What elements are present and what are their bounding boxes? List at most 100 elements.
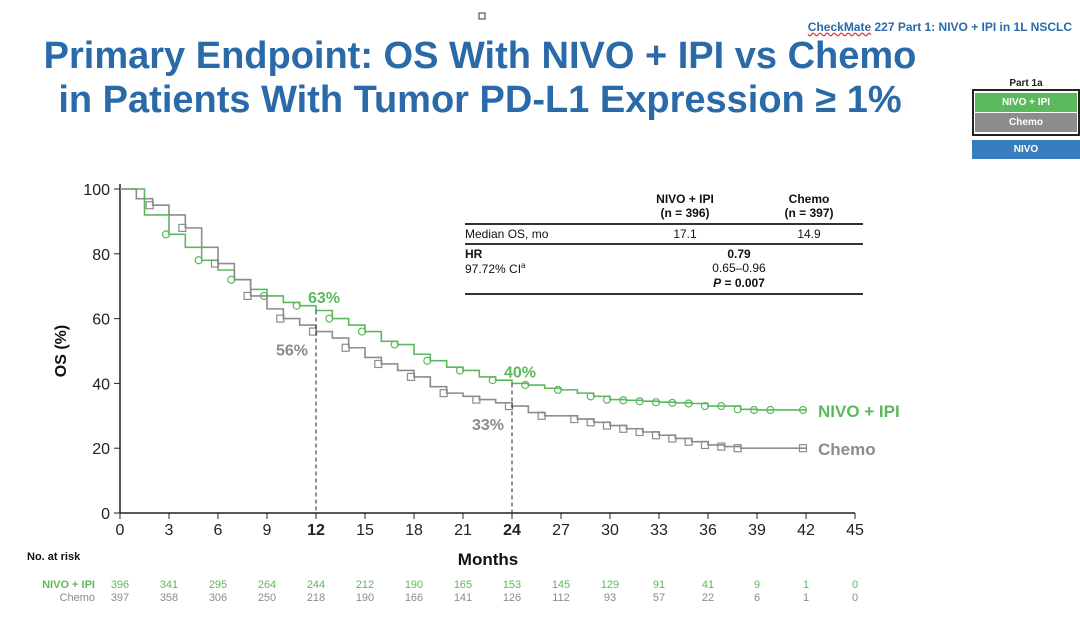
at-risk-value: 341 xyxy=(160,579,178,591)
censor-mark xyxy=(406,372,416,382)
at-risk-value: 190 xyxy=(356,592,374,604)
part-legend-title: Part 1a xyxy=(1009,78,1043,89)
y-axis-title: OS (%) xyxy=(53,325,70,377)
page-title: Primary Endpoint: OS With NIVO + IPI vs … xyxy=(0,34,960,122)
censor-mark xyxy=(602,395,612,404)
at-risk-value: 129 xyxy=(601,579,619,591)
censor-mark xyxy=(635,427,644,437)
x-tick-label: 27 xyxy=(552,522,570,539)
censor-mark xyxy=(210,259,220,268)
x-tick-label: 3 xyxy=(165,522,174,539)
ci-label: 97.72% CI xyxy=(465,262,522,276)
censor-mark xyxy=(668,398,677,407)
at-risk-value: 57 xyxy=(653,592,665,604)
censor-mark xyxy=(651,398,661,407)
censor-mark xyxy=(178,223,187,232)
censor-mark xyxy=(602,421,612,430)
censor-mark xyxy=(684,399,693,408)
censor-mark xyxy=(390,340,399,349)
y-tick-label: 60 xyxy=(92,312,110,329)
censor-mark xyxy=(635,397,644,406)
annotation: 56% xyxy=(276,343,308,360)
censor-mark xyxy=(194,256,203,265)
y-tick-label: 100 xyxy=(83,182,110,199)
at-risk-value: 9 xyxy=(754,579,760,591)
at-risk-value: 22 xyxy=(702,592,714,604)
study-label: CheckMate 227 Part 1: NIVO + IPI in 1L N… xyxy=(808,20,1072,34)
at-risk-value: 0 xyxy=(852,579,858,591)
censor-mark xyxy=(700,401,710,411)
censor-mark xyxy=(553,385,563,394)
title-line-2: in Patients With Tumor PD-L1 Expression … xyxy=(58,79,902,121)
hr-value: 0.79 xyxy=(727,247,751,261)
p-value: = 0.007 xyxy=(721,276,765,290)
at-risk-value: 306 xyxy=(209,592,227,604)
censor-mark xyxy=(586,392,595,401)
at-risk-value: 1 xyxy=(803,592,809,604)
x-axis-title: Months xyxy=(458,550,518,569)
legend-nivo: NIVO xyxy=(972,140,1080,159)
censor-mark xyxy=(700,440,710,450)
y-tick-label: 20 xyxy=(92,441,110,458)
at-risk-value: 112 xyxy=(552,592,570,604)
title-line-1: Primary Endpoint: OS With NIVO + IPI vs … xyxy=(43,35,917,77)
censor-mark xyxy=(766,405,775,415)
censor-mark xyxy=(341,343,350,352)
censor-mark xyxy=(668,434,677,443)
x-tick-label: 0 xyxy=(116,522,125,539)
censor-mark xyxy=(521,380,530,390)
col-header-chemo: Chemo xyxy=(788,192,830,206)
censor-mark xyxy=(161,230,171,239)
censor-mark xyxy=(570,414,579,424)
censor-mark xyxy=(374,359,383,369)
censor-mark xyxy=(717,401,726,411)
at-risk-value: 165 xyxy=(454,579,472,591)
censor-mark xyxy=(798,405,808,415)
series-label-nivo-ipi: NIVO + IPI xyxy=(818,402,900,421)
study-rest: 227 Part 1: NIVO + IPI in 1L NSCLC xyxy=(871,20,1072,34)
x-tick-label: 6 xyxy=(214,522,223,539)
at-risk-value: 295 xyxy=(209,579,227,591)
x-tick-label: 18 xyxy=(405,522,423,539)
at-risk-value: 1 xyxy=(803,579,809,591)
y-tick-label: 0 xyxy=(101,506,110,523)
legend-chemo: Chemo xyxy=(975,113,1077,132)
at-risk-row-label: Chemo xyxy=(60,592,95,604)
series-label-chemo: Chemo xyxy=(818,440,876,459)
km-curve-nivo-ipi xyxy=(120,188,806,411)
km-curve-chemo xyxy=(120,188,806,449)
censor-mark xyxy=(733,444,742,453)
x-tick-label: 24 xyxy=(503,522,521,539)
stats-table: NIVO + IPI (n = 396) Chemo (n = 397) Median… xyxy=(465,192,863,295)
at-risk-value: 91 xyxy=(653,579,665,591)
x-tick-label: 21 xyxy=(454,522,472,539)
censor-mark xyxy=(145,201,154,210)
x-tick-label: 39 xyxy=(748,522,766,539)
study-name: CheckMate xyxy=(807,20,872,34)
x-tick-label: 9 xyxy=(263,522,272,539)
censor-mark xyxy=(717,442,726,451)
col-n-nivo-ipi: (n = 396) xyxy=(660,206,710,220)
annotation: 63% xyxy=(308,290,340,307)
at-risk-value: 397 xyxy=(111,592,129,604)
censor-mark xyxy=(276,314,285,323)
at-risk-value: 6 xyxy=(754,592,760,604)
at-risk-value: 218 xyxy=(307,592,325,604)
at-risk-value: 141 xyxy=(454,592,472,604)
at-risk-value: 145 xyxy=(552,579,570,591)
at-risk-value: 153 xyxy=(503,579,521,591)
at-risk-value: 126 xyxy=(503,592,521,604)
p-label: P xyxy=(713,276,722,290)
x-tick-label: 42 xyxy=(797,522,815,539)
y-tick-label: 40 xyxy=(92,376,110,393)
censor-mark xyxy=(749,405,759,415)
at-risk-value: 396 xyxy=(111,579,129,591)
ci-footnote: a xyxy=(521,261,526,270)
col-header-nivo-ipi: NIVO + IPI xyxy=(656,192,714,206)
censor-mark xyxy=(733,405,742,414)
annotation: 33% xyxy=(472,417,504,434)
x-tick-label: 12 xyxy=(307,522,325,539)
censor-mark xyxy=(586,418,595,427)
part-legend: Part 1a NIVO + IPI Chemo NIVO xyxy=(972,78,1080,160)
